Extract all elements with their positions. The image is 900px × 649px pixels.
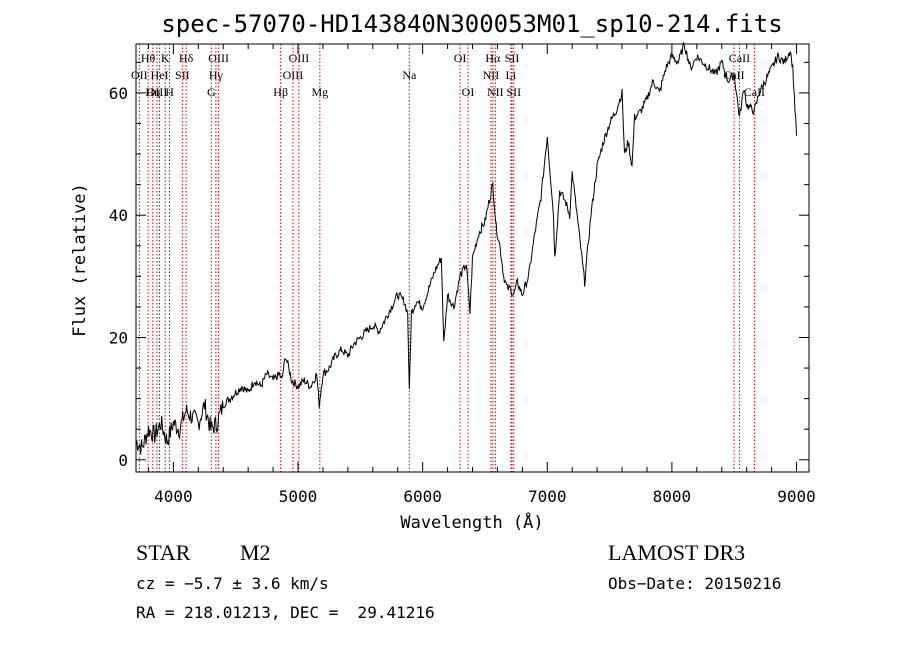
line-marker-label: SII — [505, 51, 520, 65]
x-tick-label: 9000 — [777, 487, 816, 506]
line-marker-label: CaII — [744, 85, 765, 99]
y-tick-label: 0 — [118, 451, 128, 470]
line-marker-label: NII — [487, 85, 504, 99]
x-tick-label: 6000 — [403, 487, 442, 506]
obs-date: Obs−Date: 20150216 — [608, 574, 782, 593]
line-marker-label: SII — [506, 85, 521, 99]
x-tick-label: 8000 — [653, 487, 692, 506]
y-tick-label: 40 — [109, 206, 128, 225]
line-marker-label: NII — [483, 68, 500, 82]
object-subclass: M2 — [240, 540, 271, 565]
line-marker-label: SII — [175, 68, 190, 82]
chart-title: spec-57070-HD143840N300053M01_sp10-214.f… — [161, 10, 782, 38]
line-marker-label: Mg — [311, 85, 328, 99]
y-tick-label: 60 — [109, 84, 128, 103]
x-axis: 4000 5000 6000 7000 8000 9000 — [147, 44, 816, 506]
y-tick-label: 20 — [109, 328, 128, 347]
survey-name: LAMOST DR3 — [608, 540, 746, 565]
line-marker-label: Li — [506, 68, 517, 82]
line-marker-label: G — [207, 85, 216, 99]
line-marker-label: OIII — [289, 51, 310, 65]
line-marker-label: OIII — [208, 51, 229, 65]
redshift-cz: cz = −5.7 ± 3.6 km/s — [136, 574, 329, 593]
line-marker-label: Hδ — [179, 51, 194, 65]
spectrum-line — [135, 42, 797, 455]
line-marker-layer — [138, 44, 755, 472]
line-marker-label: Hγ — [209, 68, 224, 82]
line-marker-label: Hθ — [141, 51, 156, 65]
x-tick-label: 7000 — [528, 487, 567, 506]
line-marker-label: Hβ — [273, 85, 288, 99]
line-marker-label: OI — [454, 51, 467, 65]
line-marker-label: Hη — [145, 85, 160, 99]
x-tick-label: 4000 — [154, 487, 193, 506]
line-marker-label: HeI — [151, 68, 169, 82]
line-marker-label: OII — [131, 68, 148, 82]
line-marker-label: Na — [402, 68, 417, 82]
line-marker-label: OIII — [283, 68, 304, 82]
line-marker-label: H — [165, 85, 174, 99]
line-marker-label: CaII — [729, 51, 750, 65]
x-axis-label: Wavelength (Å) — [400, 511, 543, 533]
x-tick-label: 5000 — [279, 487, 318, 506]
line-marker-label: OIII — [147, 85, 168, 99]
coordinates: RA = 218.01213, DEC = 29.41216 — [136, 603, 435, 622]
object-class: STAR — [136, 540, 191, 565]
line-marker-label: OI — [462, 85, 475, 99]
line-marker-label: Hα — [485, 51, 501, 65]
line-marker-label: K — [161, 51, 170, 65]
y-axis-label: Flux (relative) — [70, 183, 90, 337]
y-axis: 0 20 40 60 — [109, 61, 809, 470]
